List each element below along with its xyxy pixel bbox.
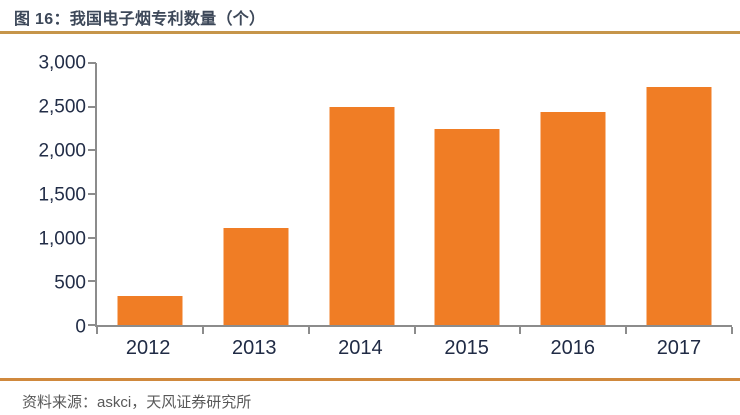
x-axis-tick [96,327,98,334]
y-axis-tick [88,236,96,239]
y-axis-labels: 0 500 1,000 1,500 2,000 2,500 3,000 [0,54,86,337]
y-tick-label: 2,500 [38,96,86,118]
bar-2015 [434,128,500,325]
x-tick-label-2016: 2016 [550,337,596,359]
x-axis-tick [519,327,522,334]
y-tick-label: 500 [54,272,86,294]
bar-chart-plot-area [88,62,733,334]
y-axis-tick [88,324,96,326]
bar-column-2013 [203,63,309,325]
x-tick-label-2017: 2017 [656,337,702,359]
source-label: 资料来源： [22,394,98,411]
bar-2014 [329,106,395,325]
y-axis-tick [88,193,96,195]
y-axis-tick [88,62,96,64]
bar-2012 [117,296,183,325]
source-line: 资料来源：askci，天风证券研究所 [22,391,251,412]
x-tick-label-2015: 2015 [444,337,489,359]
x-tick-label-2014: 2014 [338,337,383,359]
title-divider [0,31,740,34]
bar-column-2012 [97,63,203,325]
y-tick-label: 1,500 [38,184,86,206]
y-tick-label: 0 [75,316,86,338]
bar-2016 [540,111,606,325]
bar-column-2014 [309,63,415,325]
y-axis-tick [88,280,96,283]
y-tick-label: 1,000 [38,228,86,250]
bar-column-2017 [626,63,732,325]
bar-columns [97,63,732,325]
y-tick-label: 2,000 [38,140,86,162]
x-axis-labels: 2012 2013 2014 2015 2016 2017 [95,338,732,358]
x-axis-tick [413,327,416,334]
y-tick-label: 3,000 [38,52,86,74]
bar-column-2015 [414,63,520,325]
bar-2017 [646,86,712,325]
footer-divider [0,378,740,381]
bar-column-2016 [520,63,626,325]
x-axis-tick [731,327,733,334]
y-axis-tick [88,105,96,108]
y-axis-tick [88,149,96,152]
x-tick-label-2012: 2012 [125,337,171,359]
bar-2013 [223,228,289,325]
x-axis-tick [625,327,628,334]
source-text: askci，天风证券研究所 [97,394,252,411]
x-tick-label-2013: 2013 [232,337,277,359]
figure-title: 图 16：我国电子烟专利数量（个） [14,11,266,28]
x-axis-tick [201,327,204,334]
x-axis-tick [307,327,310,334]
